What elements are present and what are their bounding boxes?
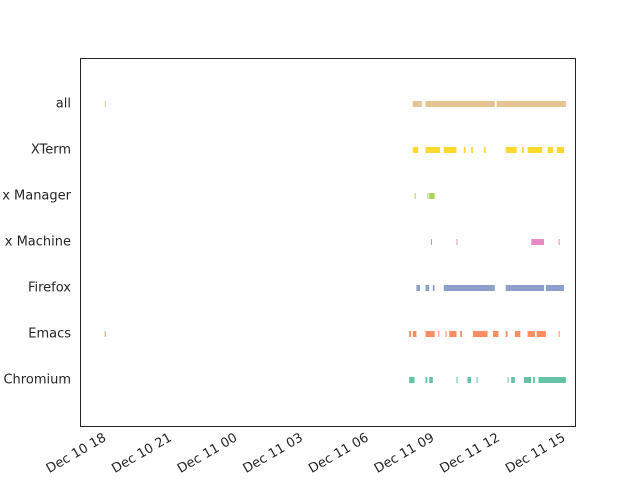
bar-xterm-10 <box>556 147 565 153</box>
bar-xterm-2 <box>443 147 457 153</box>
x-tick-label-dec-11-15: Dec 11 15 <box>503 430 568 476</box>
bar-emacs-5 <box>445 331 447 337</box>
y-tick-label-x-machine: x Machine <box>5 235 71 250</box>
bar-chromium-3 <box>456 377 458 383</box>
bar-emacs-0 <box>104 331 106 337</box>
bar-firefox-1 <box>425 285 430 291</box>
bar-xterm-6 <box>505 147 517 153</box>
bar-firefox-5 <box>545 285 565 291</box>
bar-chromium-0 <box>409 377 415 383</box>
bar-xterm-0 <box>412 147 419 153</box>
bar-chromium-1 <box>425 377 428 383</box>
x-tick-label-dec-11-03: Dec 11 03 <box>241 430 306 476</box>
bar-x-machine-0 <box>430 239 432 245</box>
x-tick-label-dec-10-21: Dec 10 21 <box>109 430 174 476</box>
bar-all-0 <box>104 101 106 107</box>
bar-xterm-5 <box>483 147 486 153</box>
plot-frame <box>80 58 576 427</box>
bar-firefox-4 <box>505 285 545 291</box>
bar-emacs-14 <box>558 331 560 337</box>
bar-emacs-7 <box>460 331 462 337</box>
bar-chromium-7 <box>511 377 515 383</box>
bar-x-manager-1 <box>427 193 429 199</box>
bar-xterm-9 <box>547 147 554 153</box>
x-tick-label-dec-11-09: Dec 11 09 <box>372 430 437 476</box>
bar-xterm-4 <box>471 147 473 153</box>
bar-all-1 <box>412 101 422 107</box>
bar-emacs-4 <box>438 331 440 337</box>
y-axis: all XTerm x Manager x Machine Firefox Emacs Ch… <box>2 97 71 388</box>
x-tick-label-dec-11-12: Dec 11 12 <box>437 430 502 476</box>
bar-chromium-6 <box>507 377 509 383</box>
bar-x-machine-2 <box>531 239 545 245</box>
bar-xterm-7 <box>522 147 524 153</box>
bar-xterm-3 <box>463 147 466 153</box>
bar-emacs-6 <box>449 331 457 337</box>
bar-emacs-11 <box>514 331 521 337</box>
bar-x-manager-2 <box>429 193 435 199</box>
bar-all-3 <box>496 101 566 107</box>
bar-firefox-2 <box>432 285 435 291</box>
bar-emacs-13 <box>536 331 546 337</box>
bar-x-machine-3 <box>558 239 560 245</box>
y-tick-label-chromium: Chromium <box>3 373 71 388</box>
x-tick-label-dec-11-00: Dec 11 00 <box>175 430 240 476</box>
bar-emacs-9 <box>492 331 499 337</box>
bar-emacs-8 <box>472 331 488 337</box>
x-axis: Dec 10 18 Dec 10 21 Dec 11 00 Dec 11 03 Dec … <box>44 430 568 476</box>
bar-chromium-8 <box>523 377 532 383</box>
y-tick-label-firefox: Firefox <box>28 281 71 296</box>
x-tick-label-dec-11-06: Dec 11 06 <box>306 430 371 476</box>
y-tick-label-x-manager: x Manager <box>2 189 71 204</box>
bar-emacs-10 <box>505 331 508 337</box>
bar-firefox-0 <box>416 285 421 291</box>
bar-emacs-1 <box>409 331 411 337</box>
x-tick-label-dec-10-18: Dec 10 18 <box>44 430 109 476</box>
bar-all-2 <box>425 101 495 107</box>
bar-emacs-2 <box>412 331 417 337</box>
bar-emacs-3 <box>425 331 435 337</box>
bar-xterm-8 <box>527 147 543 153</box>
bar-chromium-5 <box>476 377 478 383</box>
bars-group <box>104 101 566 383</box>
bar-chromium-9 <box>533 377 535 383</box>
bar-chromium-2 <box>429 377 433 383</box>
bar-chromium-4 <box>467 377 472 383</box>
bar-firefox-3 <box>443 285 495 291</box>
bar-emacs-12 <box>527 331 535 337</box>
y-tick-label-emacs: Emacs <box>28 327 71 342</box>
bar-x-manager-0 <box>414 193 416 199</box>
bar-x-machine-1 <box>456 239 458 245</box>
y-tick-label-all: all <box>56 97 71 112</box>
bar-xterm-1 <box>425 147 441 153</box>
bar-chromium-10 <box>538 377 566 383</box>
y-tick-label-xterm: XTerm <box>31 143 71 158</box>
